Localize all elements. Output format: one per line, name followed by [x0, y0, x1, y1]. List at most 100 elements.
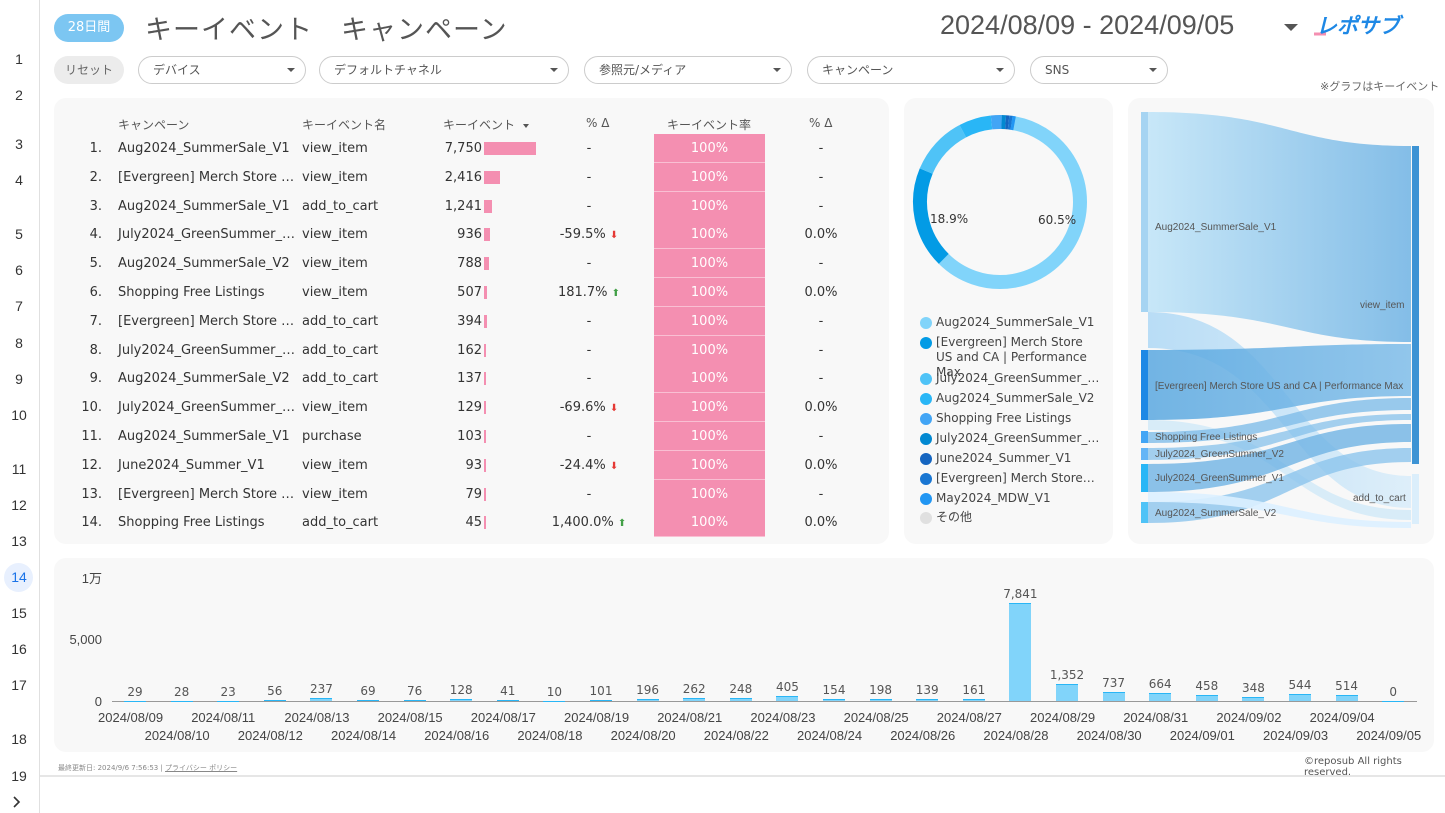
x-axis-line: [112, 701, 1417, 702]
table-row[interactable]: 13. [Evergreen] Merch Store … view_item 79 -…: [54, 479, 889, 509]
bar[interactable]: [1289, 694, 1311, 701]
bar[interactable]: [263, 700, 286, 702]
filter-default-channel[interactable]: デフォルトチャネル: [319, 56, 569, 84]
bar[interactable]: [1056, 684, 1078, 701]
bar[interactable]: [170, 700, 193, 702]
bar[interactable]: [916, 699, 939, 701]
rail-page-4[interactable]: 4: [15, 172, 23, 188]
bar[interactable]: [1149, 692, 1172, 701]
y-tick-label: 5,000: [69, 632, 102, 647]
rail-page-13[interactable]: 13: [11, 533, 27, 549]
row-event-name: add_to_cart: [302, 313, 379, 329]
sankey-source-label: Shopping Free Listings: [1155, 432, 1257, 443]
rail-page-5[interactable]: 5: [15, 226, 23, 242]
row-delta: -: [534, 170, 644, 185]
row-delta-value: -69.6%: [559, 400, 606, 416]
rail-page-19[interactable]: 19: [11, 768, 27, 784]
rail-page-3[interactable]: 3: [15, 136, 23, 152]
rail-page-18[interactable]: 18: [11, 731, 27, 747]
date-range-picker[interactable]: 2024/08/09 - 2024/09/05: [940, 10, 1235, 40]
bar[interactable]: [683, 697, 706, 701]
bar[interactable]: [496, 700, 519, 702]
header-key-events[interactable]: キーイベント: [443, 116, 529, 133]
table-row[interactable]: 3. Aug2024_SummerSale_V1 add_to_cart 1,241 -…: [54, 191, 889, 221]
bar[interactable]: [357, 700, 379, 702]
rail-page-9[interactable]: 9: [15, 371, 23, 387]
reset-button[interactable]: リセット: [54, 56, 124, 84]
row-rate: 100%: [654, 479, 765, 509]
bar[interactable]: [636, 698, 659, 701]
row-event-name: view_item: [302, 486, 368, 502]
rail-page-2[interactable]: 2: [15, 87, 23, 103]
filter-sns[interactable]: SNS: [1030, 56, 1168, 84]
rail-page-17[interactable]: 17: [11, 677, 27, 693]
chevron-right-icon[interactable]: [12, 796, 22, 812]
rail-page-12[interactable]: 12: [11, 497, 27, 513]
bar[interactable]: [1382, 701, 1405, 702]
row-delta: -: [534, 256, 644, 271]
filter-campaign[interactable]: キャンペーン: [807, 56, 1015, 84]
header-rate-delta[interactable]: % Δ: [809, 116, 833, 130]
filter-device[interactable]: デバイス: [138, 56, 306, 84]
table-row[interactable]: 5. Aug2024_SummerSale_V2 view_item 788 - 100%…: [54, 249, 889, 279]
table-row[interactable]: 7. [Evergreen] Merch Store … add_to_cart 39…: [54, 306, 889, 336]
bar[interactable]: [450, 699, 473, 701]
bar[interactable]: [124, 700, 146, 702]
bar[interactable]: [1335, 694, 1358, 701]
header-event-name[interactable]: キーイベント名: [302, 118, 387, 132]
filter-source-medium[interactable]: 参照元/メディア: [584, 56, 792, 84]
bar[interactable]: [776, 695, 799, 701]
rail-page-8[interactable]: 8: [15, 335, 23, 351]
bar[interactable]: [962, 698, 985, 701]
table-row[interactable]: 8. July2024_GreenSummer_… add_to_cart 162 - 1…: [54, 335, 889, 365]
table-row[interactable]: 12. June2024_Summer_V1 view_item 93 -24.4% ⬇…: [54, 450, 889, 480]
bar[interactable]: [590, 699, 612, 701]
row-index: 10.: [81, 400, 102, 416]
row-rate-delta: -: [818, 141, 824, 156]
table-row[interactable]: 2. [Evergreen] Merch Store … view_item 2,41…: [54, 162, 889, 192]
table-row[interactable]: 9. Aug2024_SummerSale_V2 add_to_cart 137 - 10…: [54, 364, 889, 394]
table-row[interactable]: 11. Aug2024_SummerSale_V1 purchase 103 - 100%…: [54, 422, 889, 451]
bar-value-label: 348: [1241, 680, 1265, 695]
row-value-bar: [484, 430, 486, 443]
row-event-name: add_to_cart: [302, 371, 379, 387]
privacy-link[interactable]: プライバシー ポリシー: [165, 764, 238, 772]
row-delta-value: -: [586, 256, 592, 272]
row-delta-value: -24.4%: [559, 457, 606, 473]
table-row[interactable]: 10. July2024_GreenSummer_… view_item 129 -69…: [54, 393, 889, 423]
table-row[interactable]: 14. Shopping Free Listings add_to_cart 45 1,…: [54, 508, 889, 538]
rail-page-15[interactable]: 15: [11, 605, 27, 621]
chevron-down-icon[interactable]: [1284, 24, 1298, 31]
header-delta[interactable]: % Δ: [586, 116, 610, 130]
rail-page-6[interactable]: 6: [15, 262, 23, 278]
bar[interactable]: [869, 698, 892, 701]
rail-page-1[interactable]: 1: [15, 51, 23, 67]
y-tick-label: 0: [94, 694, 102, 709]
rail-page-14[interactable]: 14: [11, 569, 27, 585]
period-badge[interactable]: 28日間: [54, 14, 124, 42]
bar[interactable]: [729, 697, 752, 701]
bar[interactable]: [543, 700, 566, 702]
bar[interactable]: [217, 700, 240, 702]
bar[interactable]: [403, 700, 426, 702]
bar[interactable]: [823, 699, 845, 701]
header-key-event-rate[interactable]: キーイベント率: [667, 118, 752, 132]
header-campaign[interactable]: キャンペーン: [118, 118, 190, 132]
filter-label: デバイス: [153, 63, 201, 77]
bar-value-label: 664: [1148, 676, 1172, 691]
rail-page-16[interactable]: 16: [11, 641, 27, 657]
bar[interactable]: [1195, 695, 1218, 701]
rail-page-10[interactable]: 10: [11, 407, 27, 423]
arrow-down-icon: ⬇: [609, 460, 619, 472]
rail-page-7[interactable]: 7: [15, 298, 23, 314]
row-rate-delta: 0.0%: [804, 400, 838, 416]
bar[interactable]: [1009, 602, 1032, 701]
x-tick-label: 2024/08/19: [564, 710, 630, 725]
rail-page-11[interactable]: 11: [11, 461, 27, 477]
table-row[interactable]: 1. Aug2024_SummerSale_V1 view_item 7,750 - 10…: [54, 134, 889, 163]
bar[interactable]: [1102, 691, 1125, 701]
bar[interactable]: [310, 698, 333, 701]
table-row[interactable]: 4. July2024_GreenSummer_… view_item 936 -59.…: [54, 220, 889, 250]
table-row[interactable]: 6. Shopping Free Listings view_item 507 181.…: [54, 278, 889, 307]
bar[interactable]: [1242, 696, 1265, 701]
